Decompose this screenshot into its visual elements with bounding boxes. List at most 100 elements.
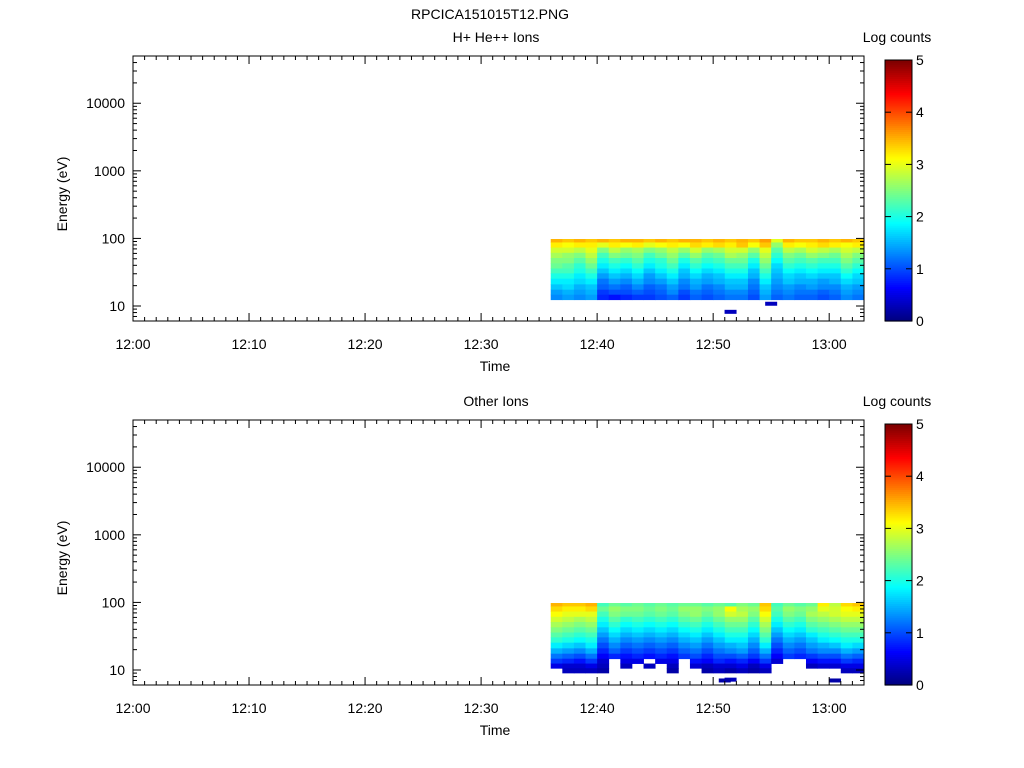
heatmap-cell <box>550 648 563 655</box>
heatmap-cell <box>713 273 726 280</box>
heatmap-cell <box>747 252 760 259</box>
colorbar-segment <box>885 456 912 460</box>
heatmap-cell <box>724 252 737 259</box>
heatmap-cell <box>771 653 784 660</box>
colorbar-segment <box>885 233 912 236</box>
colorbar-segment <box>885 621 912 625</box>
heatmap-cell <box>852 268 865 274</box>
heatmap-cell <box>655 278 668 285</box>
heatmap-cell <box>771 648 784 655</box>
heatmap-cell <box>573 263 586 269</box>
x-tick-label: 12:40 <box>580 336 615 352</box>
heatmap-cell <box>724 668 737 674</box>
heatmap-cell <box>585 653 598 660</box>
heatmap-cell <box>655 611 668 618</box>
heatmap-cell <box>597 611 610 618</box>
colorbar-segment <box>885 521 912 525</box>
heatmap-cell <box>550 658 563 664</box>
heatmap-cell <box>689 637 702 644</box>
heatmap-cell <box>840 611 853 618</box>
heatmap-cell <box>620 648 633 655</box>
heatmap-cell <box>562 627 575 633</box>
colorbar-segment <box>885 583 912 586</box>
heatmap-cell <box>666 637 679 644</box>
heatmap-cell <box>840 627 853 633</box>
heatmap-cell <box>689 239 702 243</box>
heatmap-cell <box>840 258 853 264</box>
heatmap-cell <box>573 247 586 254</box>
colorbar-segment <box>885 609 912 613</box>
colorbar-segment <box>885 460 912 464</box>
heatmap-cell <box>701 637 714 644</box>
heatmap-cell <box>666 268 679 274</box>
x-ticks: 12:00 12:10 12:20 12:30 12:40 12:50 13:00 <box>115 420 853 716</box>
heatmap-cell <box>643 627 656 633</box>
heatmap-cell <box>585 294 598 301</box>
heatmap-cell <box>550 242 563 248</box>
colorbar-segment <box>885 532 912 535</box>
heatmap-cells <box>550 239 865 314</box>
colorbar-segment <box>885 426 912 429</box>
heatmap-cell <box>852 247 865 254</box>
heatmap-cell <box>631 239 644 243</box>
colorbar-tick-label: 5 <box>916 52 924 68</box>
colorbar-segment <box>885 448 912 452</box>
heatmap-cell <box>678 642 691 649</box>
heatmap-cell <box>805 247 818 254</box>
heatmap-cell <box>805 616 818 623</box>
heatmap-cell <box>817 252 830 259</box>
heatmap-cell <box>771 616 784 623</box>
heatmap-cell <box>562 653 575 660</box>
heatmap-cell <box>689 616 702 623</box>
heatmap-cell <box>771 252 784 259</box>
colorbar-segment <box>885 255 912 259</box>
heatmap-cell <box>794 642 807 649</box>
heatmap-cell <box>562 273 575 280</box>
colorbar-segment <box>885 542 912 545</box>
heatmap-cell <box>771 247 784 254</box>
heatmap-cell <box>620 273 633 280</box>
heatmap-cell <box>829 242 842 248</box>
colorbar-segment <box>885 72 912 75</box>
heatmap-cell <box>840 632 853 638</box>
heatmap-cell <box>666 278 679 285</box>
heatmap-cell <box>805 622 818 628</box>
colorbar-segment <box>885 613 912 617</box>
colorbar-segment <box>885 113 912 116</box>
heatmap-cell <box>643 653 656 660</box>
heatmap-cell <box>713 252 726 259</box>
colorbar-segment <box>885 652 912 656</box>
heatmap-cell <box>724 309 737 314</box>
colorbar-segment <box>885 272 912 275</box>
heatmap-cell <box>666 658 679 664</box>
heatmap-cell <box>678 252 691 259</box>
colorbar-segment <box>885 572 912 576</box>
heatmap-cell <box>840 239 853 243</box>
heatmap-cell <box>643 294 656 301</box>
heatmap-cell <box>829 632 842 638</box>
heatmap-cell <box>759 247 772 254</box>
colorbar-segment <box>885 159 912 163</box>
colorbar-segment <box>885 202 912 206</box>
y-ticks: 10 100 1000 10000 <box>86 419 864 686</box>
heatmap-cell <box>852 239 865 243</box>
heatmap-cell <box>608 653 621 660</box>
heatmap-cell <box>631 268 644 274</box>
colorbar-segment <box>885 650 912 653</box>
colorbar-segment <box>885 110 912 114</box>
heatmap-cell <box>724 242 737 248</box>
heatmap-cell <box>597 653 610 660</box>
colorbar-segment <box>885 495 912 499</box>
figure-title: RPCICA151015T12.PNG <box>411 6 569 22</box>
heatmap-cell <box>736 289 749 296</box>
colorbar-segment <box>885 147 912 151</box>
heatmap-cell <box>736 658 749 664</box>
heatmap-cell <box>689 247 702 254</box>
heatmap-cell <box>771 637 784 644</box>
colorbar-segment <box>885 564 912 568</box>
heatmap-cell <box>736 239 749 243</box>
heatmap-cell <box>782 278 795 285</box>
heatmap-cell <box>597 263 610 269</box>
heatmap-cell <box>794 252 807 259</box>
heatmap-cell <box>829 268 842 274</box>
